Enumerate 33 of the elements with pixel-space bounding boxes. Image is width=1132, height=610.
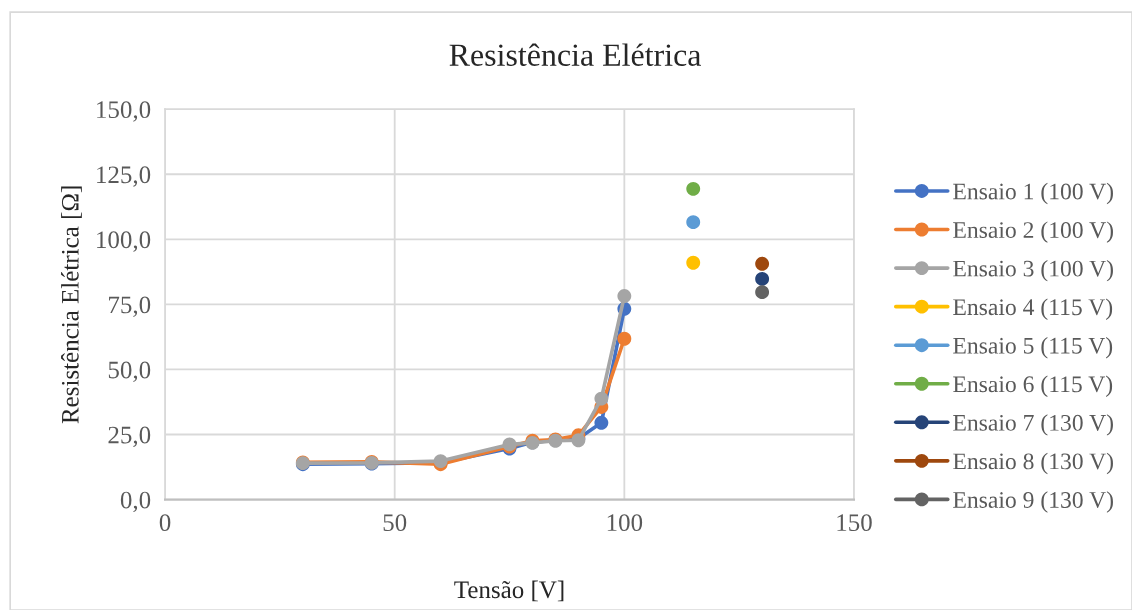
legend-label: Ensaio 7 (130 V) xyxy=(953,414,1113,436)
y-tick-label: 25,0 xyxy=(108,426,151,448)
legend-label: Ensaio 4 (115 V) xyxy=(953,298,1113,320)
y-tick-label: 0,0 xyxy=(120,491,151,513)
x-tick-label: 150 xyxy=(837,514,872,532)
y-tick-label: 150,0 xyxy=(97,101,151,122)
legend-label: Ensaio 8 (130 V) xyxy=(953,452,1113,475)
y-tick-label: 75,0 xyxy=(109,296,151,317)
y-axis-title: Resistência Elétrica [Ω] xyxy=(61,186,82,424)
point xyxy=(617,289,632,304)
y-tick-label: 125,0 xyxy=(97,166,151,187)
x-tick-label: 50 xyxy=(383,514,407,532)
point xyxy=(755,271,770,286)
x-tick-label: 100 xyxy=(607,514,643,532)
point xyxy=(686,255,701,270)
legend-label: Ensaio 6 (115 V) xyxy=(953,375,1113,398)
y-tick-label: 50,0 xyxy=(108,361,151,382)
point xyxy=(594,391,609,406)
point xyxy=(755,256,770,271)
legend-label: Ensaio 3 (100 V) xyxy=(953,259,1113,282)
point xyxy=(686,215,701,230)
chart-title: Resistência Elétrica xyxy=(449,43,701,66)
x-axis-title: Tensão [V] xyxy=(454,580,564,602)
legend-label: Ensaio 2 (100 V) xyxy=(953,221,1113,243)
point xyxy=(594,415,609,430)
point xyxy=(617,331,632,346)
legend-label: Ensaio 9 (130 V) xyxy=(953,491,1113,513)
x-tick-label: 0 xyxy=(159,514,171,532)
point xyxy=(686,181,701,196)
legend-label: Ensaio 5 (115 V) xyxy=(953,337,1113,359)
point xyxy=(755,285,770,300)
y-tick-label: 100,0 xyxy=(97,231,151,252)
legend-label: Ensaio 1 (100 V) xyxy=(953,182,1113,205)
